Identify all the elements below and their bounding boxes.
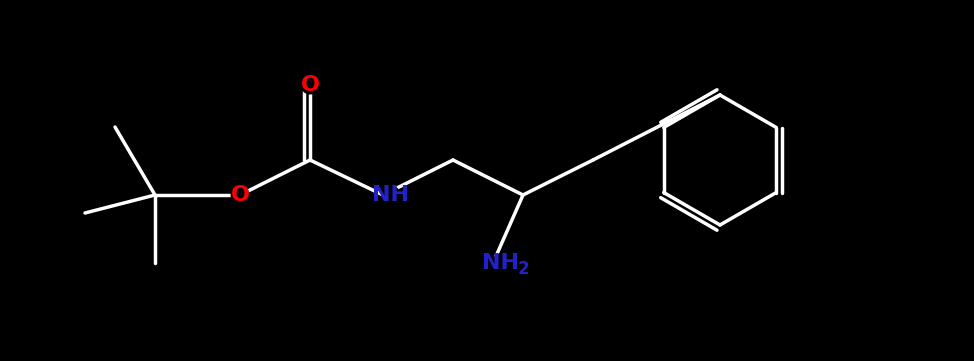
Text: NH: NH <box>372 185 409 205</box>
Text: O: O <box>231 185 249 205</box>
Text: NH: NH <box>482 253 519 273</box>
Circle shape <box>382 186 399 204</box>
Circle shape <box>492 254 509 272</box>
Text: 2: 2 <box>517 260 529 278</box>
Circle shape <box>301 76 318 94</box>
Text: O: O <box>301 75 319 95</box>
Circle shape <box>231 186 248 204</box>
